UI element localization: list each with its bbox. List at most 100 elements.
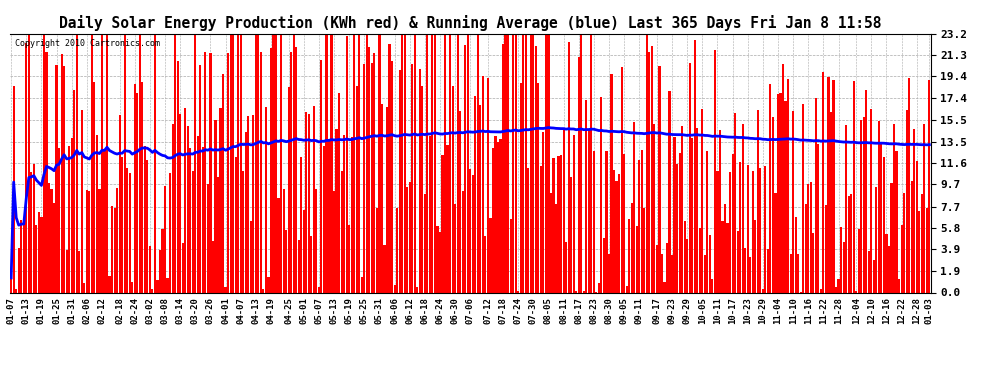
Bar	[575, 291, 577, 292]
Bar	[419, 69, 421, 292]
Bar	[686, 239, 688, 292]
Bar	[742, 124, 743, 292]
Bar	[828, 76, 830, 292]
Bar	[439, 232, 442, 292]
Bar	[416, 287, 419, 292]
Bar	[126, 168, 129, 292]
Bar	[512, 34, 514, 292]
Bar	[444, 34, 446, 292]
Bar	[207, 184, 209, 292]
Bar	[25, 43, 28, 292]
Bar	[169, 174, 171, 292]
Bar	[409, 182, 411, 292]
Bar	[427, 34, 429, 292]
Bar	[147, 160, 148, 292]
Bar	[767, 249, 769, 292]
Bar	[777, 94, 779, 292]
Bar	[668, 92, 670, 292]
Bar	[860, 120, 862, 292]
Bar	[756, 110, 759, 292]
Bar	[810, 182, 812, 292]
Bar	[666, 243, 668, 292]
Bar	[383, 246, 385, 292]
Bar	[616, 181, 618, 292]
Bar	[717, 171, 719, 292]
Bar	[373, 53, 375, 292]
Bar	[310, 236, 313, 292]
Bar	[577, 57, 580, 292]
Bar	[507, 34, 509, 292]
Bar	[802, 104, 804, 292]
Bar	[681, 126, 683, 292]
Bar	[761, 289, 764, 292]
Bar	[621, 68, 623, 292]
Bar	[645, 34, 647, 292]
Bar	[805, 204, 807, 292]
Bar	[346, 36, 347, 292]
Bar	[598, 283, 600, 292]
Bar	[650, 45, 653, 292]
Bar	[865, 90, 867, 292]
Bar	[396, 208, 398, 292]
Bar	[75, 34, 78, 292]
Bar	[53, 203, 55, 292]
Bar	[290, 53, 292, 292]
Bar	[212, 241, 214, 292]
Bar	[315, 189, 318, 292]
Bar	[543, 132, 545, 292]
Bar	[850, 194, 852, 292]
Bar	[676, 164, 678, 292]
Bar	[338, 93, 341, 292]
Bar	[159, 250, 161, 292]
Bar	[129, 173, 131, 292]
Bar	[142, 82, 144, 292]
Bar	[639, 160, 641, 292]
Bar	[86, 190, 88, 292]
Bar	[888, 246, 890, 292]
Bar	[926, 208, 928, 292]
Bar	[303, 210, 305, 292]
Bar	[588, 130, 590, 292]
Bar	[270, 48, 272, 292]
Bar	[631, 203, 633, 292]
Bar	[727, 223, 729, 292]
Bar	[313, 106, 315, 292]
Bar	[583, 291, 585, 292]
Bar	[93, 82, 95, 292]
Bar	[749, 257, 751, 292]
Bar	[88, 190, 90, 292]
Bar	[825, 206, 827, 292]
Bar	[174, 34, 176, 292]
Bar	[769, 84, 771, 292]
Bar	[873, 260, 875, 292]
Bar	[567, 42, 569, 292]
Bar	[901, 225, 903, 292]
Bar	[181, 243, 184, 292]
Bar	[535, 46, 537, 292]
Bar	[585, 100, 587, 292]
Bar	[272, 34, 274, 292]
Bar	[525, 34, 527, 292]
Bar	[626, 286, 628, 292]
Bar	[840, 227, 842, 292]
Bar	[565, 242, 567, 292]
Title: Daily Solar Energy Production (KWh red) & Running Average (blue) Last 365 Days F: Daily Solar Energy Production (KWh red) …	[59, 15, 881, 31]
Bar	[119, 115, 121, 292]
Bar	[360, 277, 363, 292]
Bar	[437, 226, 439, 292]
Bar	[33, 164, 35, 292]
Bar	[533, 34, 535, 292]
Bar	[835, 288, 838, 292]
Bar	[432, 34, 434, 292]
Bar	[906, 110, 908, 292]
Bar	[497, 142, 499, 292]
Text: Copyright 2010 Cartronics.com: Copyright 2010 Cartronics.com	[15, 39, 159, 48]
Bar	[58, 148, 60, 292]
Bar	[499, 139, 502, 292]
Bar	[378, 34, 380, 292]
Bar	[547, 34, 549, 292]
Bar	[505, 34, 507, 292]
Bar	[916, 161, 918, 292]
Bar	[842, 242, 844, 292]
Bar	[323, 146, 325, 292]
